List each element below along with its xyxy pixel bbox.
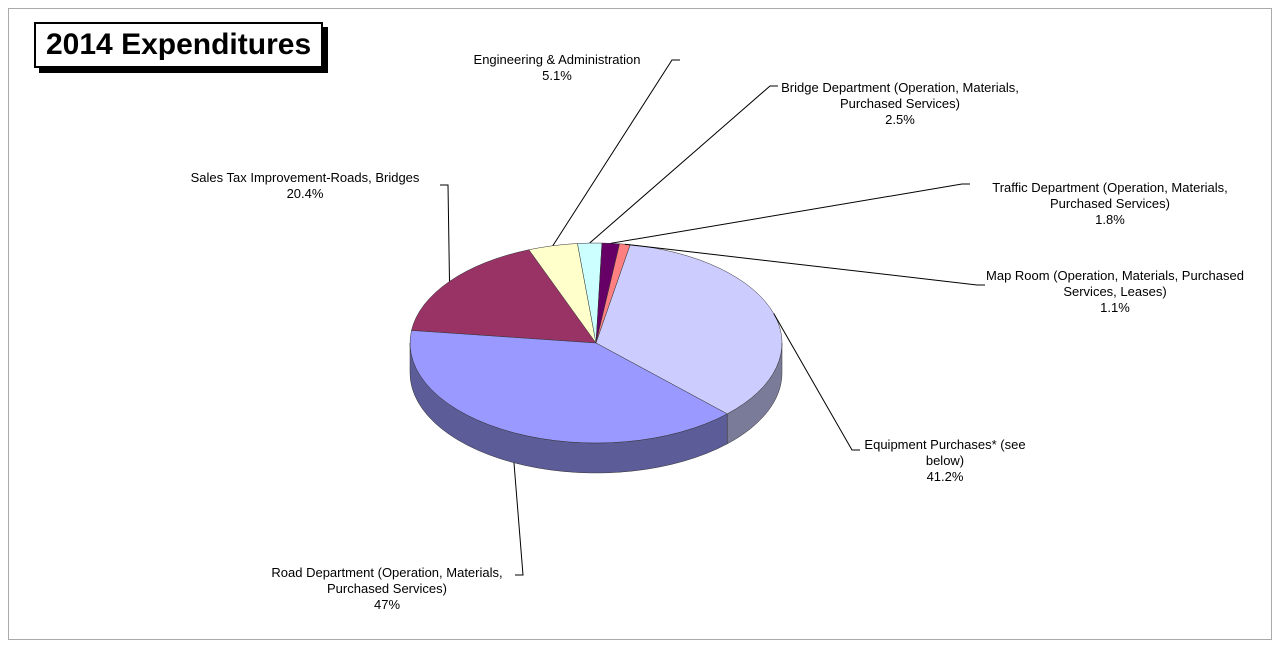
leader-line [624,243,985,286]
value-label: 1.1% [1100,300,1130,315]
category-label: Equipment Purchases* (see below) [864,437,1026,468]
leader-line [773,313,860,451]
value-label: 20.4% [286,186,324,201]
leader-line [589,85,778,244]
value-label: 47% [373,597,401,612]
data-label: Road Department (Operation, Materials, P… [257,565,517,613]
category-label: Sales Tax Improvement-Roads, Bridges [190,170,420,185]
pie-slice [595,244,783,415]
chart-title: 2014 Expenditures [34,22,324,68]
data-label: Engineering & Administration 5.1% [437,52,677,84]
category-label: Engineering & Administration [473,52,641,67]
category-label: Bridge Department (Operation, Materials,… [781,80,1019,111]
data-label: Equipment Purchases* (see below) 41.2% [855,437,1035,485]
value-label: 1.8% [1095,212,1125,227]
pie-slice [411,249,597,344]
value-label: 2.5% [885,112,915,127]
chart-frame [8,8,1272,640]
pie-tops [409,242,783,444]
category-label: Road Department (Operation, Materials, P… [271,565,503,596]
value-label: 41.2% [926,469,964,484]
data-label: Traffic Department (Operation, Materials… [985,180,1235,228]
data-label: Map Room (Operation, Materials, Purchase… [985,268,1245,316]
leader-line [513,462,524,576]
leader-line [440,184,450,282]
data-label: Bridge Department (Operation, Materials,… [775,80,1025,128]
value-label: 5.1% [542,68,572,83]
data-label: Sales Tax Improvement-Roads, Bridges 20.4… [180,170,430,202]
leader-line [610,183,970,244]
leader-line [552,59,680,247]
category-label: Traffic Department (Operation, Materials… [992,180,1228,211]
category-label: Map Room (Operation, Materials, Purchase… [986,268,1244,299]
pie-slice [409,330,728,444]
